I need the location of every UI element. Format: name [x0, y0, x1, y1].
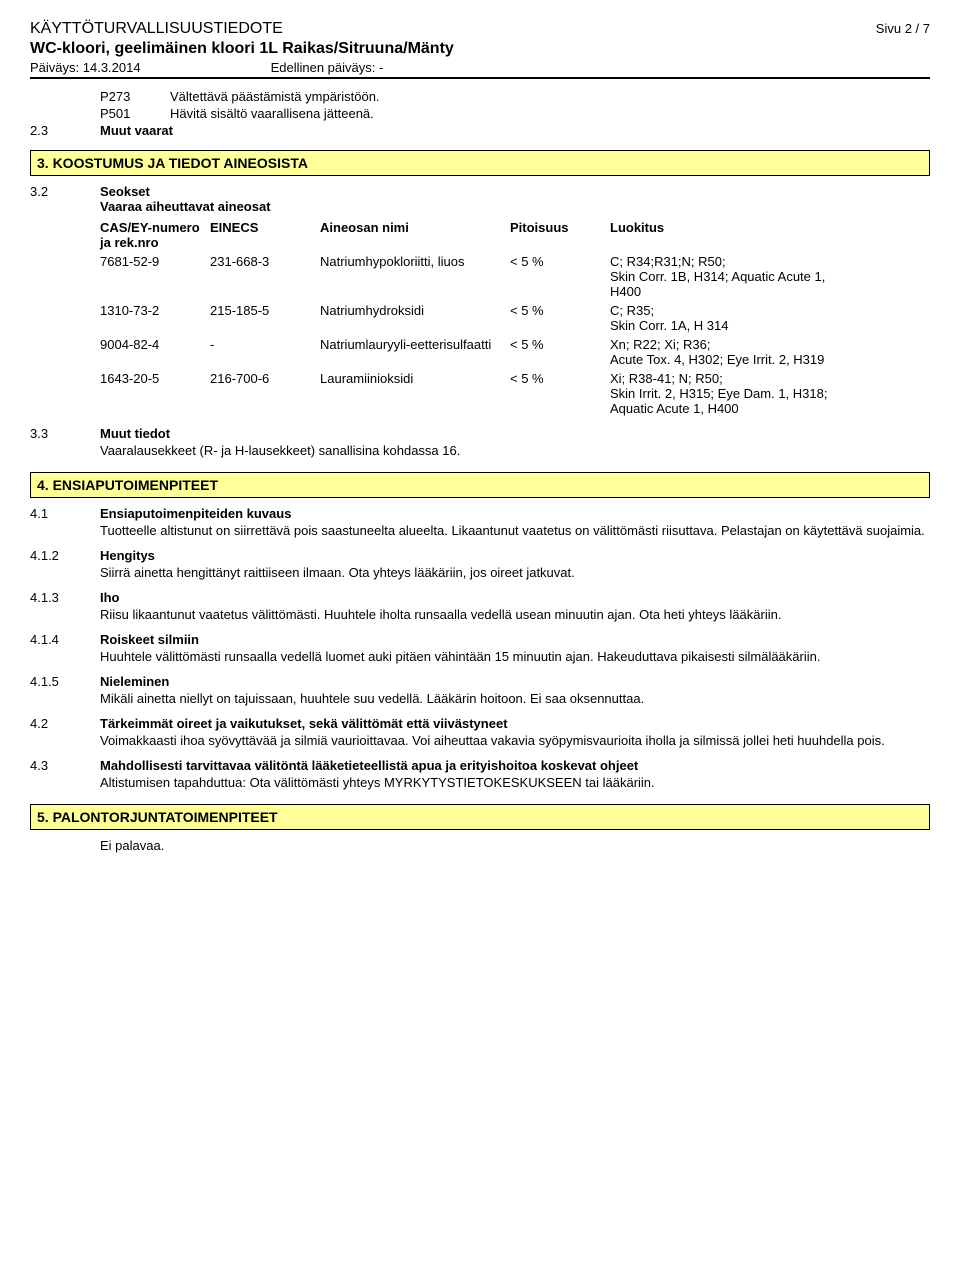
body-text: Vaaralausekkeet (R- ja H-lausekkeet) san…	[100, 443, 930, 458]
prev-date-label: Edellinen päiväys: -	[271, 60, 384, 75]
section-num: 4.1.2	[30, 548, 100, 582]
table-row: 1643-20-5216-700-6Lauramiinioksidi< 5 %X…	[100, 369, 850, 418]
body-text: Altistumisen tapahduttua: Ota välittömäs…	[100, 775, 930, 790]
body-text: Tuotteelle altistunut on siirrettävä poi…	[100, 523, 930, 538]
cell-class: Xi; R38-41; N; R50; Skin Irrit. 2, H315;…	[610, 369, 850, 418]
cell-class: Xn; R22; Xi; R36; Acute Tox. 4, H302; Ey…	[610, 335, 850, 369]
section-num: 3.3	[30, 426, 100, 460]
table-row: 1310-73-2215-185-5Natriumhydroksidi< 5 %…	[100, 301, 850, 335]
col-cas: CAS/EY-numero ja rek.nro	[100, 218, 210, 252]
table-row: 7681-52-9231-668-3Natriumhypokloriitti, …	[100, 252, 850, 301]
section-title: Seokset	[100, 184, 930, 199]
body-text: Huuhtele välittömästi runsaalla vedellä …	[100, 649, 930, 664]
p-text: Vältettävä päästämistä ympäristöön.	[170, 89, 380, 104]
cell-cas: 7681-52-9	[100, 252, 210, 301]
section-title: Hengitys	[100, 548, 930, 563]
section-title: Mahdollisesti tarvittavaa välitöntä lääk…	[100, 758, 930, 773]
cell-class: C; R35; Skin Corr. 1A, H 314	[610, 301, 850, 335]
section-num: 4.1.4	[30, 632, 100, 666]
cell-cas: 1310-73-2	[100, 301, 210, 335]
cell-einecs: 216-700-6	[210, 369, 320, 418]
section-title: Tärkeimmät oireet ja vaikutukset, sekä v…	[100, 716, 930, 731]
cell-einecs: 231-668-3	[210, 252, 320, 301]
section-3-header: 3. KOOSTUMUS JA TIEDOT AINEOSISTA	[30, 150, 930, 176]
cell-einecs: 215-185-5	[210, 301, 320, 335]
cell-conc: < 5 %	[510, 252, 610, 301]
cell-conc: < 5 %	[510, 301, 610, 335]
body-text: Ei palavaa.	[100, 838, 930, 853]
section-title: Ensiaputoimenpiteiden kuvaus	[100, 506, 930, 521]
date-label: Päiväys: 14.3.2014	[30, 60, 141, 75]
section-num: 4.2	[30, 716, 100, 750]
section-num: 4.1.3	[30, 590, 100, 624]
section-num: 2.3	[30, 123, 100, 138]
cell-class: C; R34;R31;N; R50; Skin Corr. 1B, H314; …	[610, 252, 850, 301]
section-title: Nieleminen	[100, 674, 930, 689]
col-conc: Pitoisuus	[510, 218, 610, 252]
doc-subtitle: WC-kloori, geelimäinen kloori 1L Raikas/…	[30, 40, 930, 58]
doc-title: KÄYTTÖTURVALLISUUSTIEDOTE	[30, 20, 283, 38]
cell-name: Lauramiinioksidi	[320, 369, 510, 418]
section-num: 3.2	[30, 184, 100, 214]
p-text: Hävitä sisältö vaarallisena jätteenä.	[170, 106, 374, 121]
section-num: 4.1.5	[30, 674, 100, 708]
cell-cas: 9004-82-4	[100, 335, 210, 369]
col-einecs: EINECS	[210, 218, 320, 252]
header-rule	[30, 77, 930, 79]
p-code: P273	[100, 89, 170, 104]
section-title: Muut tiedot	[100, 426, 930, 441]
cell-name: Natriumhydroksidi	[320, 301, 510, 335]
p-code: P501	[100, 106, 170, 121]
section-title: Muut vaarat	[100, 123, 930, 138]
section-title: Iho	[100, 590, 930, 605]
section-num: 4.3	[30, 758, 100, 792]
col-class: Luokitus	[610, 218, 850, 252]
section-title: Roiskeet silmiin	[100, 632, 930, 647]
page-number: Sivu 2 / 7	[876, 21, 930, 36]
cell-conc: < 5 %	[510, 369, 610, 418]
table-row: 9004-82-4-Natriumlauryyli-eetterisulfaat…	[100, 335, 850, 369]
body-text: Voimakkaasti ihoa syövyttävää ja silmiä …	[100, 733, 930, 748]
body-text: Riisu likaantunut vaatetus välittömästi.…	[100, 607, 930, 622]
body-text: Siirrä ainetta hengittänyt raittiiseen i…	[100, 565, 930, 580]
section-num: 4.1	[30, 506, 100, 540]
cell-einecs: -	[210, 335, 320, 369]
section-subtitle: Vaaraa aiheuttavat aineosat	[100, 199, 930, 214]
cell-cas: 1643-20-5	[100, 369, 210, 418]
body-text: Mikäli ainetta niellyt on tajuissaan, hu…	[100, 691, 930, 706]
composition-table: CAS/EY-numero ja rek.nro EINECS Aineosan…	[100, 218, 850, 418]
cell-name: Natriumlauryyli-eetterisulfaatti	[320, 335, 510, 369]
section-4-header: 4. ENSIAPUTOIMENPITEET	[30, 472, 930, 498]
cell-name: Natriumhypokloriitti, liuos	[320, 252, 510, 301]
col-name: Aineosan nimi	[320, 218, 510, 252]
section-5-header: 5. PALONTORJUNTATOIMENPITEET	[30, 804, 930, 830]
cell-conc: < 5 %	[510, 335, 610, 369]
